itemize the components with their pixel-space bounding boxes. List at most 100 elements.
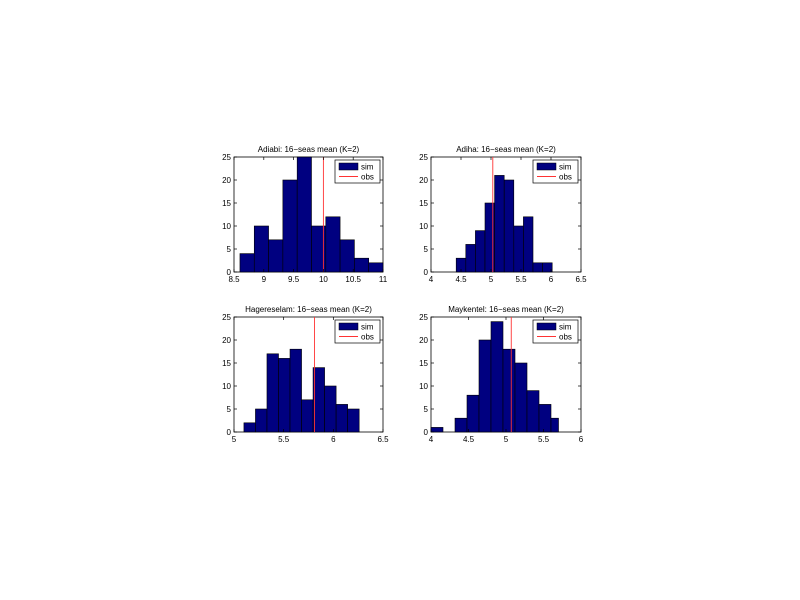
histogram-bar: [325, 216, 341, 273]
x-tick-label: 6.5: [377, 435, 389, 444]
x-tick-label: 4: [429, 275, 434, 284]
legend-obs-label: obs: [361, 173, 374, 182]
panel-title: Adiha: 16−seas mean (K=2): [456, 145, 556, 154]
y-tick-label: 0: [424, 268, 429, 277]
x-tick-label: 11: [379, 275, 388, 284]
x-tick-label: 5: [489, 275, 494, 284]
legend-obs-label: obs: [559, 333, 572, 342]
histogram-bar: [301, 399, 314, 433]
legend-obs-label: obs: [559, 173, 572, 182]
x-tick-label: 5.5: [515, 275, 527, 284]
y-tick-label: 10: [419, 382, 428, 391]
histogram-bar: [268, 239, 284, 273]
y-tick-label: 15: [419, 199, 428, 208]
legend-sim-label: sim: [559, 163, 572, 172]
legend-sim-swatch: [338, 322, 359, 331]
histogram-bar: [475, 230, 486, 273]
x-tick-label: 4.5: [463, 435, 475, 444]
histogram-bar: [282, 179, 298, 273]
histogram-bar: [513, 225, 524, 273]
y-tick-label: 25: [419, 313, 428, 322]
histogram-bar: [430, 427, 444, 433]
y-tick-label: 10: [419, 222, 428, 231]
histogram-bar: [324, 385, 337, 433]
y-tick-label: 15: [419, 359, 428, 368]
x-tick-label: 4: [429, 435, 434, 444]
histogram-panel-4: 4 4.5 5 5.5 6 0 5 10 15 20 25 Maykentel: 16−seas me…: [419, 305, 584, 444]
panel-title: Adiabi: 16−seas mean (K=2): [258, 145, 360, 154]
y-tick-label: 5: [424, 405, 429, 414]
histogram-bar: [503, 179, 515, 273]
histogram-bar: [466, 394, 480, 433]
y-tick-label: 0: [424, 428, 429, 437]
histogram-bar: [368, 262, 384, 273]
x-tick-label: 10.5: [345, 275, 361, 284]
x-tick-label: 6: [579, 435, 584, 444]
histogram-bar: [253, 225, 269, 273]
legend-sim-swatch: [536, 162, 557, 171]
histogram-bar: [490, 321, 504, 433]
histogram-bar: [243, 422, 256, 433]
histogram-panel-2: 4 4.5 5 5.5 6 6.5 0 5 10 15 20 25 Adiha: 16−seas mea…: [419, 145, 587, 284]
x-tick-label: 5.5: [538, 435, 550, 444]
legend-sim-label: sim: [361, 323, 374, 332]
histogram-bar: [266, 353, 279, 433]
y-tick-label: 25: [222, 313, 231, 322]
x-tick-label: 9: [262, 275, 267, 284]
y-tick-label: 20: [222, 336, 231, 345]
histogram-bar: [289, 348, 302, 433]
histogram-bar: [255, 408, 268, 433]
histogram-bar: [347, 408, 360, 433]
y-tick-label: 5: [424, 245, 429, 254]
histogram-bar: [339, 239, 355, 273]
x-tick-label: 10: [319, 275, 328, 284]
y-tick-label: 15: [222, 359, 231, 368]
histogram-bar: [542, 262, 553, 273]
x-tick-label: 4.5: [455, 275, 467, 284]
y-tick-label: 25: [419, 153, 428, 162]
y-tick-label: 15: [222, 199, 231, 208]
x-tick-label: 5.5: [278, 435, 290, 444]
x-tick-label: 6.5: [575, 275, 587, 284]
y-tick-label: 20: [419, 176, 428, 185]
x-tick-label: 6: [331, 435, 336, 444]
legend-sim-label: sim: [559, 323, 572, 332]
y-tick-label: 25: [222, 153, 231, 162]
histogram-bar: [526, 390, 540, 433]
histogram-bar: [454, 417, 468, 433]
y-tick-label: 0: [227, 268, 232, 277]
histogram-bar: [550, 417, 559, 433]
histogram-bar: [502, 348, 516, 433]
y-tick-label: 5: [227, 405, 232, 414]
legend-sim-label: sim: [361, 163, 374, 172]
histogram-bar: [532, 262, 543, 273]
y-tick-label: 10: [222, 382, 231, 391]
x-tick-label: 9.5: [288, 275, 300, 284]
histogram-bar: [538, 404, 552, 433]
y-tick-label: 20: [222, 176, 231, 185]
legend-sim-swatch: [338, 162, 359, 171]
histogram-bar: [354, 257, 369, 273]
x-tick-label: 5: [504, 435, 509, 444]
histogram-bar: [514, 362, 528, 433]
histogram-bar: [278, 358, 291, 433]
histogram-bar: [335, 404, 348, 433]
histogram-bar: [494, 175, 505, 273]
y-tick-label: 0: [227, 428, 232, 437]
y-tick-label: 10: [222, 222, 231, 231]
legend-obs-label: obs: [361, 333, 374, 342]
histogram-panel-1: 8.5 9 9.5 10 10.5 11 0 5 10 15 20 25 Adiabi: 16−seas…: [222, 145, 388, 284]
y-tick-label: 5: [227, 245, 232, 254]
x-tick-label: 5: [232, 435, 237, 444]
panel-title: Hagereselam: 16−seas mean (K=2): [245, 305, 372, 314]
histogram-bar: [523, 216, 534, 273]
histogram-bar: [478, 339, 492, 433]
histogram-bar: [296, 156, 312, 273]
legend-sim-swatch: [536, 322, 557, 331]
